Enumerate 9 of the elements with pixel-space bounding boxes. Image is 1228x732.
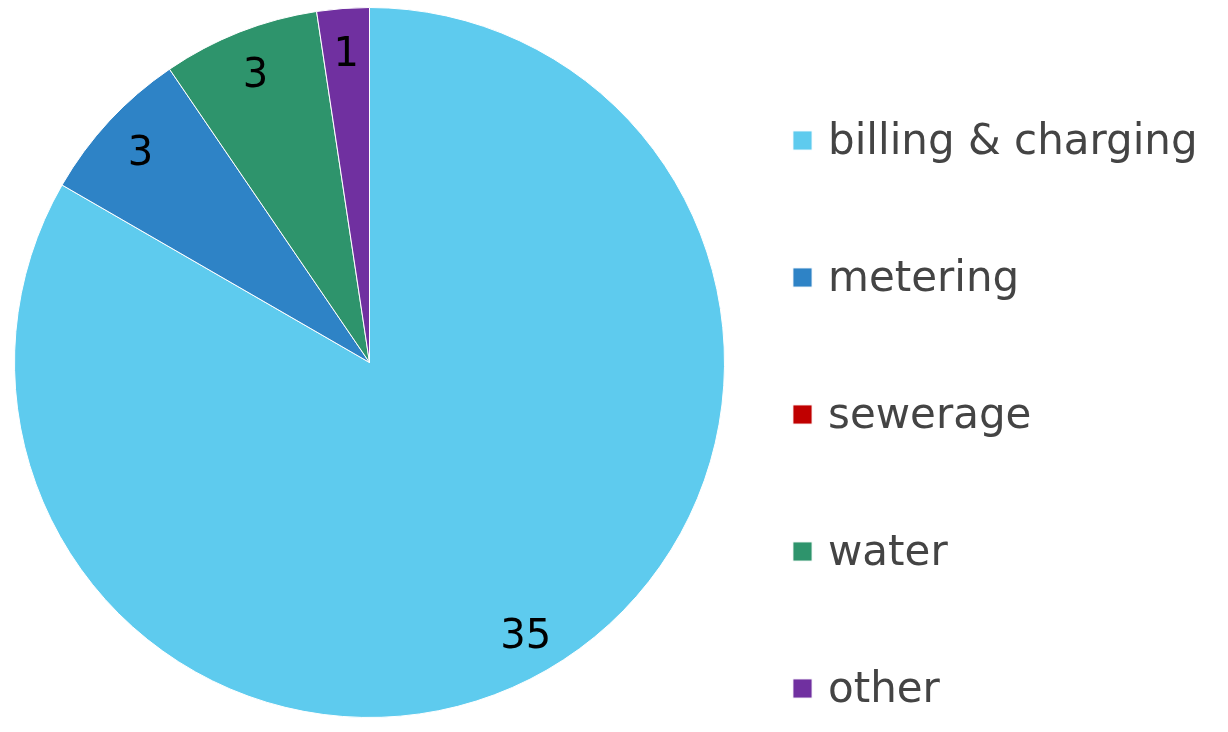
legend-label: sewerage [828, 389, 1032, 438]
legend-label: other [828, 663, 940, 712]
legend-label: metering [828, 252, 1020, 301]
data-label: 1 [333, 28, 359, 75]
data-label: 3 [242, 49, 269, 96]
legend-label: billing & charging [828, 115, 1198, 164]
legend-label: water [828, 526, 948, 575]
data-label: 35 [500, 611, 552, 658]
data-label: 3 [127, 128, 154, 175]
